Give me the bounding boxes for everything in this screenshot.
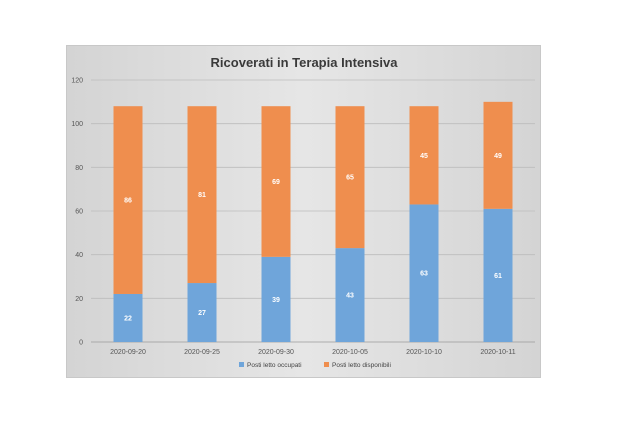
bars [113, 101, 513, 342]
bar-segment [335, 106, 365, 249]
x-tick-label: 2020-10-05 [332, 349, 368, 356]
x-axis-ticks: 2020-09-20 2020-09-25 2020-09-30 2020-10-05… [110, 349, 516, 356]
bar-segment [187, 283, 217, 342]
data-labels: 22 86 27 81 39 69 43 65 63 45 61 49 [124, 153, 502, 323]
y-tick-label: 40 [75, 252, 83, 259]
legend-label: Posti letto occupati [247, 362, 302, 369]
data-label: 81 [198, 192, 206, 199]
legend-swatch [324, 362, 329, 367]
x-tick-label: 2020-09-20 [110, 349, 146, 356]
data-label: 45 [420, 153, 428, 160]
data-label: 39 [272, 297, 280, 304]
bar-segment [409, 204, 439, 342]
stacked-bar-chart: Ricoverati in Terapia Intensiva 0 20 40 60 8… [71, 55, 535, 369]
data-label: 43 [346, 293, 354, 300]
y-axis-ticks: 0 20 40 60 80 100 120 [71, 78, 83, 347]
bar-segment [261, 106, 291, 257]
chart-title: Ricoverati in Terapia Intensiva [211, 55, 399, 70]
bar-segment [335, 248, 365, 342]
y-tick-label: 0 [79, 340, 83, 347]
x-tick-label: 2020-10-10 [406, 349, 442, 356]
y-tick-label: 100 [71, 121, 83, 128]
x-tick-label: 2020-09-30 [258, 349, 294, 356]
bar-segment [483, 208, 513, 342]
bar-segment [483, 101, 513, 209]
legend-label: Posti letto disponibili [332, 362, 391, 369]
data-label: 63 [420, 271, 428, 278]
gridlines [91, 79, 535, 343]
data-label: 22 [124, 315, 132, 322]
bar-segment [187, 106, 217, 284]
data-label: 61 [494, 273, 502, 280]
x-tick-label: 2020-09-25 [184, 349, 220, 356]
bar-segment [113, 106, 143, 294]
bar-segment [409, 106, 439, 205]
data-label: 27 [198, 310, 206, 317]
bar-segment [113, 293, 143, 342]
data-label: 69 [272, 179, 280, 186]
data-label: 86 [124, 198, 132, 205]
data-label: 49 [494, 153, 502, 160]
bar-segment [261, 256, 291, 342]
y-tick-label: 80 [75, 165, 83, 172]
legend-swatch [239, 362, 244, 367]
x-tick-label: 2020-10-11 [480, 349, 515, 356]
legend: Posti letto occupati Posti letto disponib… [239, 362, 391, 369]
data-label: 65 [346, 175, 354, 182]
y-tick-label: 60 [75, 209, 83, 216]
chart-panel: Ricoverati in Terapia Intensiva 0 20 40 60 8… [66, 45, 541, 378]
y-tick-label: 20 [75, 296, 83, 303]
y-tick-label: 120 [71, 78, 83, 85]
